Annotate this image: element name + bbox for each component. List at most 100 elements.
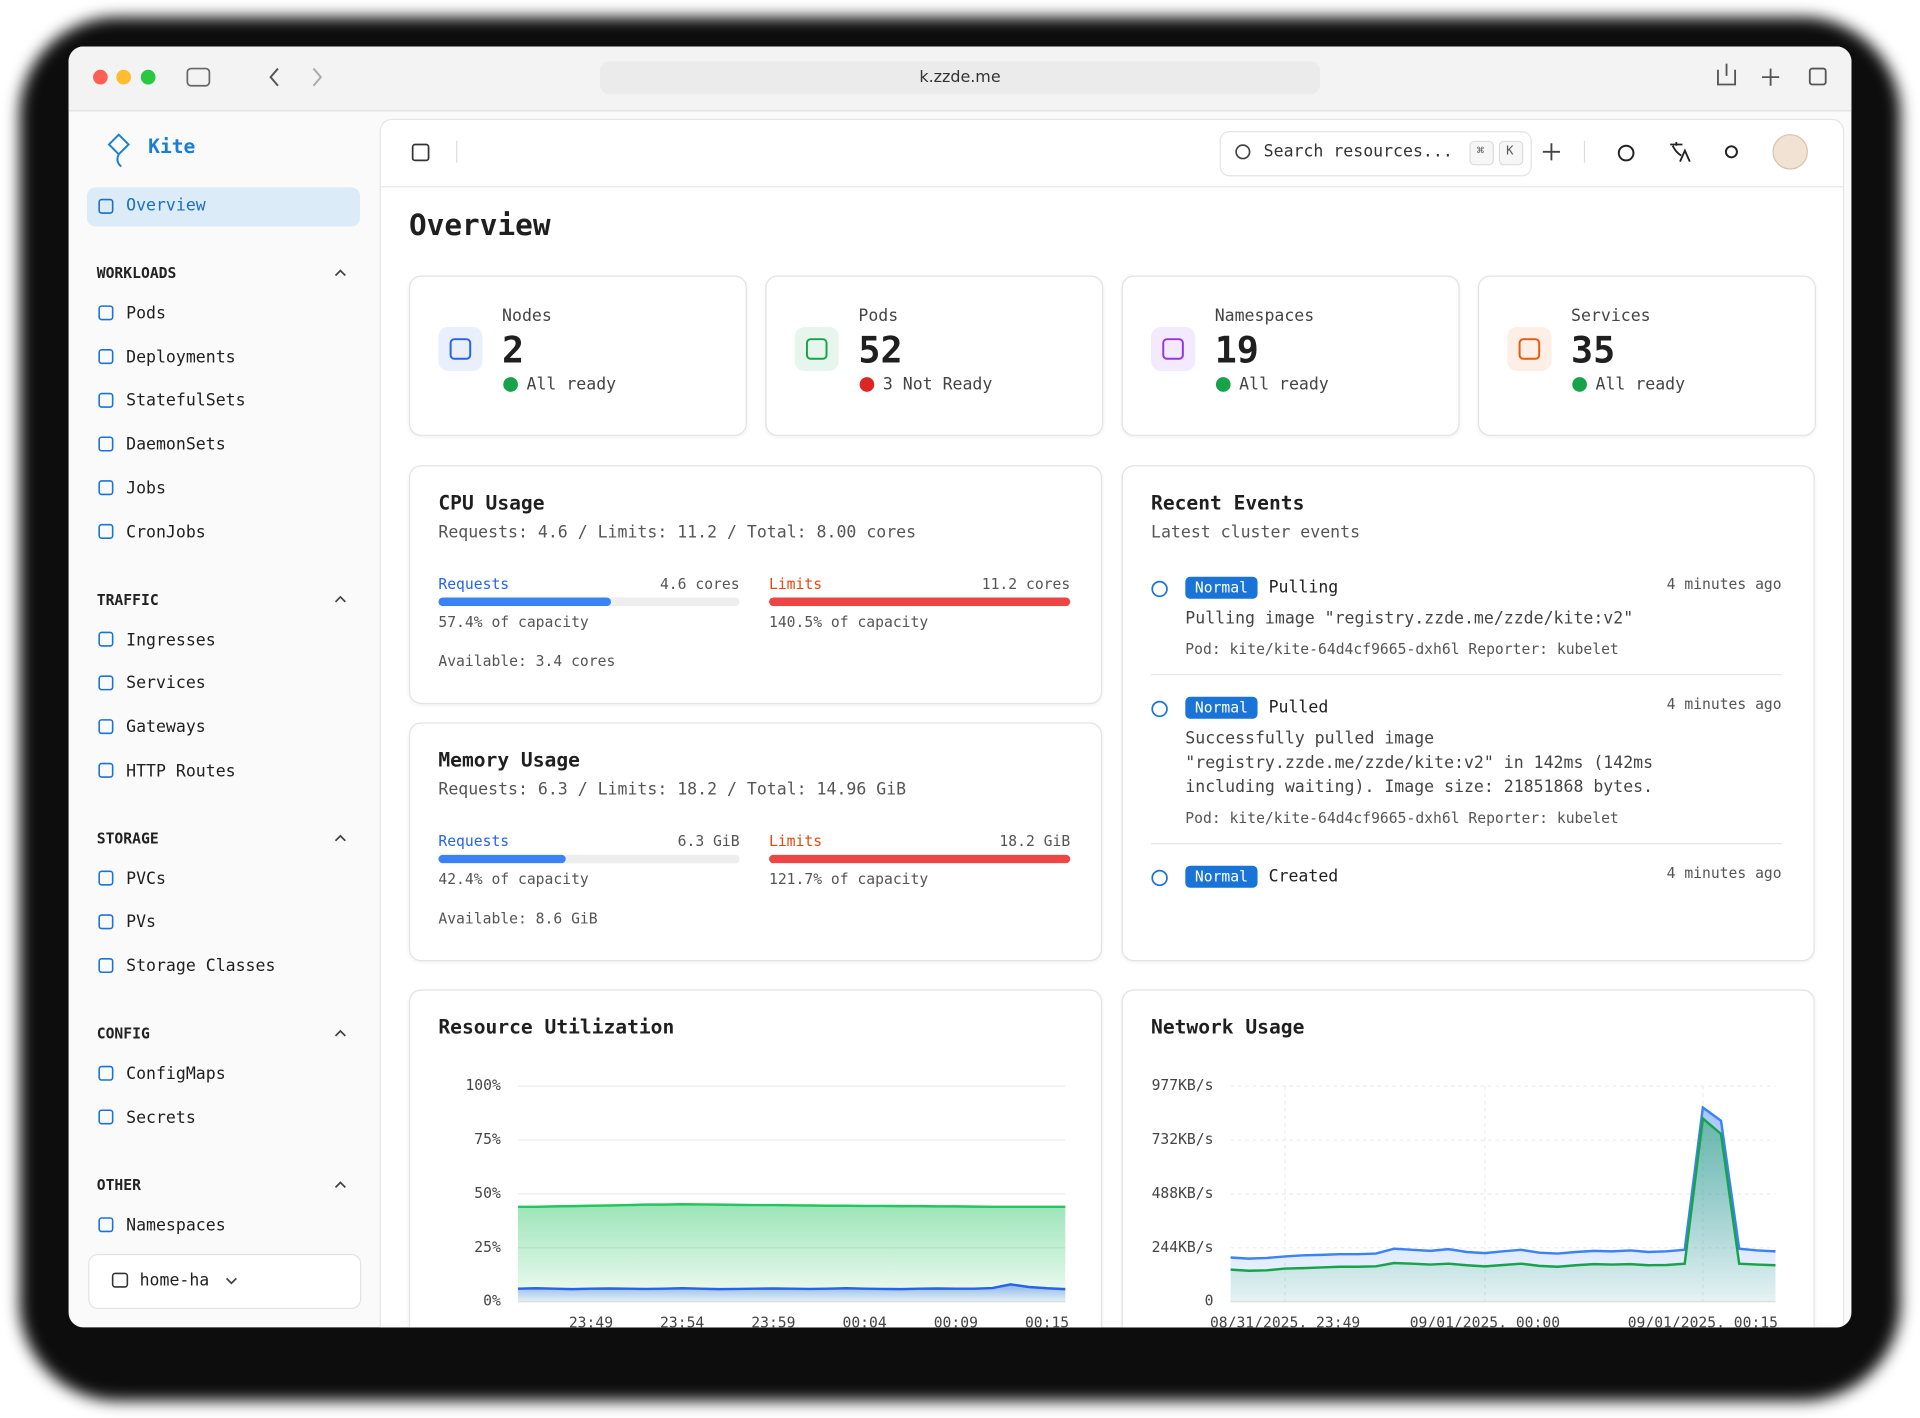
nav-item[interactable]: HTTP Routes [126, 761, 236, 781]
event-time: 4 minutes ago [1666, 575, 1782, 593]
nav-item[interactable]: Pods [126, 303, 166, 324]
nav-icon [98, 957, 114, 974]
bar-track [768, 854, 1071, 864]
nav-item[interactable]: Services [126, 673, 206, 694]
usage-available: Available: 3.4 cores [438, 652, 616, 670]
nav-item[interactable]: PVCs [126, 868, 166, 889]
nav-section-title: WORKLOADS [96, 264, 177, 282]
stat-label: Services [1571, 306, 1651, 326]
stat-status: All ready [1595, 374, 1686, 395]
nav-item[interactable]: Jobs [126, 478, 166, 499]
nav-item[interactable]: CronJobs [126, 522, 206, 542]
event-meta: Pod: kite/kite-64d4cf9665-dxh6l Reporter… [1185, 640, 1619, 658]
nav-icon [98, 305, 114, 321]
nav-active[interactable] [86, 187, 360, 227]
usage-bar [438, 597, 612, 607]
event-badge [1185, 865, 1258, 888]
search-placeholder: Search resources... [1263, 142, 1453, 162]
bar-track [438, 597, 740, 607]
usage-title: Memory Usage [438, 748, 580, 772]
bar-amount: 11.2 cores [981, 575, 1071, 593]
nav-item[interactable]: Secrets [126, 1107, 196, 1128]
stat-value: 52 [858, 329, 903, 373]
nav-icon [98, 392, 114, 408]
stat-icon-box [1151, 326, 1196, 372]
topbar-divider [380, 186, 1843, 188]
kbd-key: K [1506, 144, 1514, 158]
nav-icon [98, 1217, 114, 1233]
event-type: Normal [1194, 868, 1248, 886]
stat-label: Pods [858, 306, 899, 326]
nav-item[interactable]: Deployments [126, 347, 236, 367]
nav-icon [98, 675, 114, 691]
bar-percent: 140.5% of capacity [768, 613, 929, 631]
event-badge [1185, 576, 1258, 599]
browser-window: k.zzde.me Kite Overview WORKLOADS Pods Deplo… [68, 46, 1852, 1328]
nav-icon [98, 762, 114, 778]
event-time: 4 minutes ago [1666, 695, 1782, 713]
brand: Kite [148, 134, 196, 158]
nav-item[interactable]: Namespaces [126, 1215, 226, 1236]
nav-section-title: CONFIG [96, 1024, 150, 1043]
event-meta: Pod: kite/kite-64d4cf9665-dxh6l Reporter… [1185, 809, 1619, 827]
bar-percent: 121.7% of capacity [768, 870, 929, 888]
nav-item-active[interactable]: Overview [126, 195, 206, 216]
stat-status: All ready [1239, 374, 1329, 395]
stat-icon-box [438, 326, 483, 372]
nav-item[interactable]: Gateways [126, 717, 206, 738]
url: k.zzde.me [919, 68, 1001, 87]
bar-amount: 4.6 cores [659, 575, 740, 593]
page-title: Overview [408, 208, 551, 243]
bar-percent: 57.4% of capacity [438, 613, 589, 631]
bar-label: Requests [438, 575, 510, 593]
event-time: 4 minutes ago [1666, 864, 1782, 882]
usage-card [408, 722, 1103, 962]
event-reason: Created [1268, 866, 1339, 887]
nav-item[interactable]: Ingresses [126, 630, 216, 650]
nav-item[interactable]: DaemonSets [126, 434, 226, 455]
bar-amount: 18.2 GiB [999, 832, 1071, 850]
events-subtitle: Latest cluster events [1151, 522, 1361, 543]
chart-card [1121, 989, 1815, 1328]
usage-available: Available: 8.6 GiB [438, 909, 598, 927]
brand-logo [107, 133, 130, 168]
chart-title: Resource Utilization [438, 1015, 675, 1039]
section-chevron [334, 595, 346, 603]
cluster-select[interactable] [88, 1253, 362, 1309]
nav-section-title: TRAFFIC [96, 590, 159, 608]
usage-bar [438, 854, 567, 864]
kbd-key: ⌘ [1476, 144, 1485, 158]
nav-item[interactable]: StatefulSets [126, 391, 246, 411]
nav-icon [98, 1065, 114, 1081]
stat-status: 3 Not Ready [882, 374, 993, 395]
bar-label: Requests [438, 832, 510, 850]
stat-value: 35 [1571, 329, 1616, 373]
event-message: Successfully pulled image "registry.zzde… [1185, 728, 1654, 798]
nav-icon [98, 631, 114, 647]
section-chevron [334, 834, 346, 842]
stat-value: 19 [1214, 329, 1259, 373]
chart-card [408, 989, 1103, 1328]
url-bar[interactable] [600, 61, 1320, 95]
event-badge [1185, 696, 1258, 719]
event-reason: Pulling [1268, 577, 1339, 598]
nav-item[interactable]: Storage Classes [126, 956, 276, 976]
nav-icon [98, 523, 114, 539]
nav-item[interactable]: ConfigMaps [126, 1064, 226, 1084]
stat-label: Nodes [502, 306, 552, 326]
nav-section-title: STORAGE [96, 829, 159, 847]
nav-icon [98, 914, 114, 930]
bar-amount: 6.3 GiB [677, 832, 740, 850]
usage-subtitle: Requests: 6.3 / Limits: 18.2 / Total: 14… [438, 780, 907, 800]
nav-section-title: OTHER [96, 1176, 141, 1194]
usage-bar [768, 854, 1071, 864]
nav-icon [98, 436, 114, 452]
event-type: Normal [1194, 579, 1248, 597]
events-title: Recent Events [1151, 491, 1305, 515]
section-chevron [334, 1181, 346, 1188]
stat-icon-box [1507, 326, 1552, 372]
nav-item[interactable]: PVs [126, 912, 156, 933]
kbd [1469, 140, 1494, 166]
